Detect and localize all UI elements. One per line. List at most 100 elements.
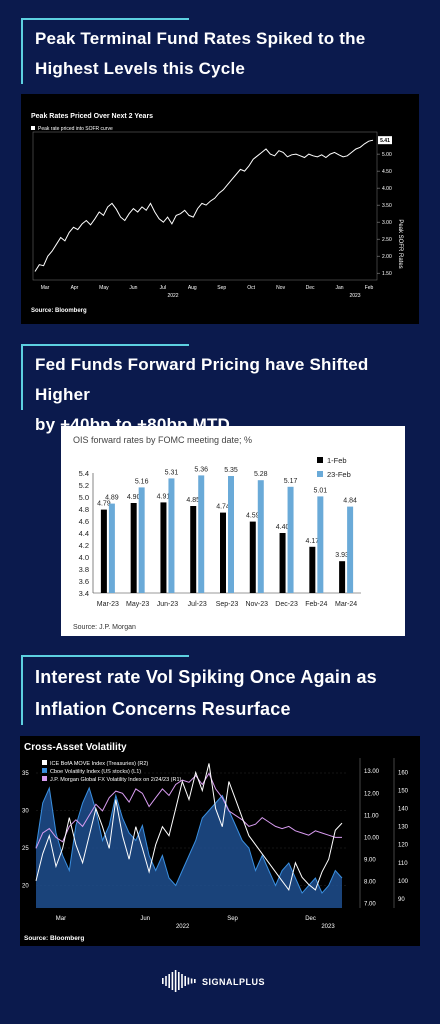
year-label: 2022 (167, 293, 178, 299)
data-label: 4.59 (246, 513, 260, 520)
y-tick-label: 4.0 (79, 553, 89, 562)
y-tick-label: 4.4 (79, 529, 89, 538)
data-label: 5.31 (165, 469, 179, 476)
peak-rates-chart-panel: Peak Rates Priced Over Next 2 Years Peak… (21, 94, 419, 324)
bar-1-Feb (249, 521, 256, 593)
y-tick-label: 5.00 (382, 152, 392, 158)
x-tick-label: Nov (276, 285, 285, 291)
logo-bar (184, 976, 186, 986)
plot-frame (32, 131, 378, 281)
chart-source: Source: J.P. Morgan (73, 624, 136, 631)
bar-23-Feb (198, 475, 205, 593)
series-line-move (35, 763, 343, 892)
y-tick-label: 4.6 (79, 517, 89, 526)
legend-swatch (42, 768, 47, 773)
logo-bar (178, 972, 180, 990)
logo-bar (168, 974, 170, 988)
bar-23-Feb (108, 503, 115, 593)
data-label: 4.84 (343, 498, 357, 505)
cross-asset-vol-panel: Cross-Asset Volatility Source: Bloomberg… (20, 736, 420, 946)
chart-source: Source: Bloomberg (31, 308, 87, 314)
logo-bar (174, 970, 177, 992)
cross-asset-vol-chart: Cross-Asset Volatility Source: Bloomberg… (22, 742, 409, 942)
x-tick-label: Sep-23 (216, 601, 239, 608)
y-tick-label: 4.2 (79, 541, 89, 550)
logo-bar (194, 979, 196, 983)
heading-accent-line (21, 344, 189, 346)
heading-line-1: Interest rate Vol Spiking Once Again as (35, 667, 377, 687)
chart-title: Peak Rates Priced Over Next 2 Years (31, 113, 153, 120)
y-right2-tick-label: 160 (398, 770, 409, 776)
bar-1-Feb (160, 502, 167, 593)
series-area-vix (36, 788, 342, 908)
bar-23-Feb (287, 486, 294, 593)
y-left-tick-label: 35 (22, 771, 29, 777)
data-label: 5.35 (224, 467, 238, 474)
y-right2-tick-label: 130 (398, 825, 409, 831)
signalplus-logo: SIGNALPLUS (160, 966, 280, 996)
x-tick-label: Mar-23 (97, 601, 119, 608)
peak-rates-chart: Peak Rates Priced Over Next 2 Years Peak… (31, 113, 403, 314)
legend-swatch (317, 471, 323, 477)
x-tick-label: Jul (160, 285, 166, 291)
x-tick-label: Dec (306, 285, 315, 291)
y-tick-label: 5.4 (79, 469, 89, 478)
legend-label: Cboe Volatility Index (US stocks) (L1) (50, 769, 141, 775)
series-line-vix (35, 786, 343, 894)
series-line-peak-rate (34, 139, 374, 272)
data-label: 4.74 (216, 504, 230, 511)
ois-chart-panel: OIS forward rates by FOMC meeting date; … (61, 426, 405, 636)
y-right2-tick-label: 110 (398, 861, 408, 867)
x-tick-label: Nov-23 (245, 601, 268, 608)
bar-1-Feb (279, 533, 286, 593)
bar-23-Feb (168, 478, 175, 593)
x-tick-label: Jun-23 (157, 601, 179, 608)
logo-bar (190, 978, 193, 984)
legend-swatch (42, 760, 47, 765)
legend-swatch (317, 457, 323, 463)
logo-bar (162, 978, 164, 984)
y-left-tick-label: 25 (22, 846, 29, 852)
bar-1-Feb (190, 506, 197, 593)
y-right1-tick-label: 7.00 (364, 902, 376, 908)
y-tick-label: 3.4 (79, 589, 89, 598)
heading-accent-line (21, 18, 189, 20)
x-tick-label: Jun (140, 916, 150, 922)
data-label: 4.91 (157, 493, 171, 500)
x-tick-label: Feb-24 (305, 601, 327, 608)
bar-23-Feb (228, 476, 234, 593)
heading-line-1: Peak Terminal Fund Rates Spiked to the (35, 29, 366, 48)
bar-1-Feb (309, 546, 316, 593)
y-left-tick-label: 20 (22, 884, 29, 890)
heading-accent-line (21, 655, 189, 657)
y-right2-tick-label: 150 (398, 789, 409, 795)
heading-line-2: Highest Levels this Cycle (35, 59, 246, 78)
y-tick-label: 4.8 (79, 505, 89, 514)
year-label: 2023 (349, 293, 360, 299)
last-value-box (378, 136, 392, 145)
x-tick-label: Apr (71, 285, 79, 291)
x-tick-label: Mar (41, 285, 50, 291)
signalplus-logo-mark: SIGNALPLUS (162, 970, 265, 992)
bar-1-Feb (220, 512, 226, 593)
heading-peak-rates: Peak Terminal Fund Rates Spiked to the Hi… (21, 18, 423, 84)
x-tick-label: Feb (365, 285, 374, 291)
y-axis-label: Peak SOFR Rates (397, 219, 403, 268)
ois-forward-chart: OIS forward rates by FOMC meeting date; … (73, 435, 361, 631)
legend-label: ICE BofA MOVE Index (Treasuries) (R2) (50, 761, 148, 767)
series-line-fx-vol (35, 772, 342, 849)
y-tick-label: 3.8 (79, 565, 89, 574)
y-right1-tick-label: 8.00 (364, 880, 376, 886)
y-tick-label: 3.6 (79, 577, 89, 586)
bar-23-Feb (257, 480, 264, 593)
y-tick-label: 3.00 (382, 220, 392, 226)
y-tick-label: 5.2 (79, 481, 89, 490)
x-tick-label: Mar-24 (335, 601, 357, 608)
x-tick-label: Aug (188, 285, 197, 291)
y-right2-tick-label: 90 (398, 897, 405, 903)
heading-fed-funds: Fed Funds Forward Pricing have Shifted H… (21, 344, 423, 434)
bar-23-Feb (138, 487, 145, 593)
x-tick-label: Jun (129, 285, 137, 291)
y-right2-tick-label: 140 (398, 807, 409, 813)
x-tick-label: May (99, 285, 109, 291)
